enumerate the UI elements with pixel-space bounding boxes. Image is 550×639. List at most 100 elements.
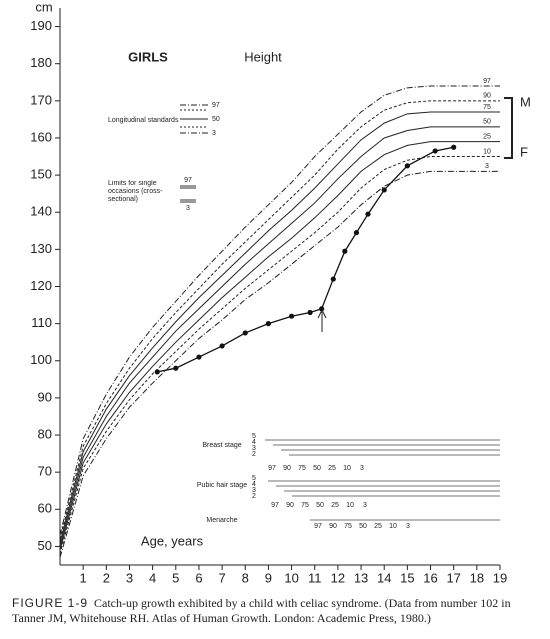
child-point xyxy=(265,321,272,327)
percentile-label: 90 xyxy=(283,465,291,472)
chart-title: GIRLS xyxy=(128,49,168,64)
bracket-label: M xyxy=(520,94,531,109)
x-tick-label: 10 xyxy=(284,570,298,585)
percentile-label: 75 xyxy=(344,523,352,530)
caption: FIGURE 1-9 Catch-up growth exhibited by a… xyxy=(12,596,542,626)
child-point xyxy=(451,144,457,150)
caption-text: Catch-up growth exhibited by a child wit… xyxy=(12,596,511,625)
percentile-label: 3 xyxy=(363,502,367,509)
series-label: 75 xyxy=(483,104,491,111)
stage-label: 5 xyxy=(252,475,256,482)
x-tick-label: 18 xyxy=(470,570,484,585)
percentile-line xyxy=(59,85,500,536)
legend-key: 97 xyxy=(184,177,192,184)
series-label: 10 xyxy=(483,148,491,155)
legend-key: 3 xyxy=(212,130,216,137)
x-tick-label: 8 xyxy=(242,570,249,585)
series-label: 97 xyxy=(483,78,491,85)
child-point xyxy=(154,369,160,375)
x-tick-label: 1 xyxy=(80,570,87,585)
y-tick-label: 130 xyxy=(30,241,52,256)
stage-label: 4 xyxy=(252,439,256,446)
bracket xyxy=(504,97,513,159)
x-axis-label: Age, years xyxy=(141,533,204,548)
percentile-line xyxy=(59,100,500,540)
child-point xyxy=(307,309,313,316)
percentile-line xyxy=(59,141,500,551)
child-point xyxy=(365,211,371,217)
child-line xyxy=(157,146,454,373)
percentile-label: 10 xyxy=(389,523,397,530)
percentile-label: 90 xyxy=(286,502,294,509)
y-tick-label: 190 xyxy=(30,18,52,33)
percentile-label: 10 xyxy=(343,465,351,472)
chart: cm GIRLS Height Age, years Longitudinal … xyxy=(30,0,531,585)
y-tick-label: 70 xyxy=(38,464,52,479)
percentile-label: 25 xyxy=(328,465,336,472)
x-tick-label: 14 xyxy=(377,570,391,585)
stage-label: 3 xyxy=(252,445,256,452)
percentile-line xyxy=(59,156,500,554)
y-tick-label: 160 xyxy=(30,129,52,144)
x-tick-label: 19 xyxy=(493,570,507,585)
y-axis-label: cm xyxy=(35,0,52,14)
child-point xyxy=(404,163,410,169)
child-point xyxy=(242,330,248,336)
puberty-label: Breast stage xyxy=(202,442,241,449)
child-point xyxy=(319,306,325,312)
x-tick-label: 4 xyxy=(149,570,156,585)
x-tick-label: 15 xyxy=(400,570,414,585)
percentile-label: 97 xyxy=(314,523,322,530)
percentile-label: 97 xyxy=(268,465,276,472)
legend-key: 3 xyxy=(186,205,190,212)
y-tick-label: 170 xyxy=(30,92,52,107)
bracket-label: F xyxy=(520,144,528,159)
series-label: 25 xyxy=(483,134,491,141)
y-tick-label: 90 xyxy=(38,389,52,404)
puberty-label: Pubic hair stage xyxy=(197,482,247,489)
y-tick-label: 150 xyxy=(30,167,52,182)
stage-label: 2 xyxy=(252,451,256,458)
chart-subtitle: Height xyxy=(244,49,282,64)
legend-text: Limits for single occasions (cross-secti… xyxy=(108,180,163,203)
x-tick-label: 7 xyxy=(218,570,225,585)
y-tick-label: 180 xyxy=(30,55,52,70)
y-tick-label: 50 xyxy=(38,538,52,553)
child-point xyxy=(342,248,348,254)
percentile-label: 75 xyxy=(298,465,306,472)
x-tick-label: 12 xyxy=(331,570,345,585)
percentile-label: 3 xyxy=(406,523,410,530)
child-point xyxy=(330,276,336,282)
percentile-label: 50 xyxy=(316,502,324,509)
percentile-label: 50 xyxy=(313,465,321,472)
percentile-label: 50 xyxy=(359,523,367,530)
x-tick-label: 11 xyxy=(308,570,322,585)
legend-text: Longitudinal standards xyxy=(108,117,179,124)
arrow xyxy=(317,308,327,332)
x-tick-label: 5 xyxy=(172,570,179,585)
percentile-label: 10 xyxy=(346,502,354,509)
child-point xyxy=(196,354,202,360)
y-tick-label: 80 xyxy=(38,426,52,441)
percentile-label: 97 xyxy=(271,502,279,509)
series-label: 50 xyxy=(483,119,491,126)
series-label: 90 xyxy=(483,93,491,100)
legend-key: 97 xyxy=(212,102,220,109)
child-point xyxy=(353,230,360,236)
percentile-line xyxy=(59,126,500,547)
puberty-label: Menarche xyxy=(206,517,237,524)
legend-cross: Limits for single occasions (cross-secti… xyxy=(108,180,163,203)
caption-label: FIGURE 1-9 xyxy=(12,596,89,610)
stage-label: 3 xyxy=(252,487,256,494)
stage-label: 4 xyxy=(252,481,256,488)
child-point xyxy=(288,313,295,319)
stage-label: 5 xyxy=(252,433,256,440)
x-tick-label: 16 xyxy=(423,570,437,585)
percentile-line xyxy=(59,170,500,558)
y-tick-label: 110 xyxy=(31,315,52,330)
percentile-label: 75 xyxy=(301,502,309,509)
child-point xyxy=(381,187,387,193)
stage-label: 2 xyxy=(252,493,256,500)
percentile-label: 90 xyxy=(329,523,337,530)
